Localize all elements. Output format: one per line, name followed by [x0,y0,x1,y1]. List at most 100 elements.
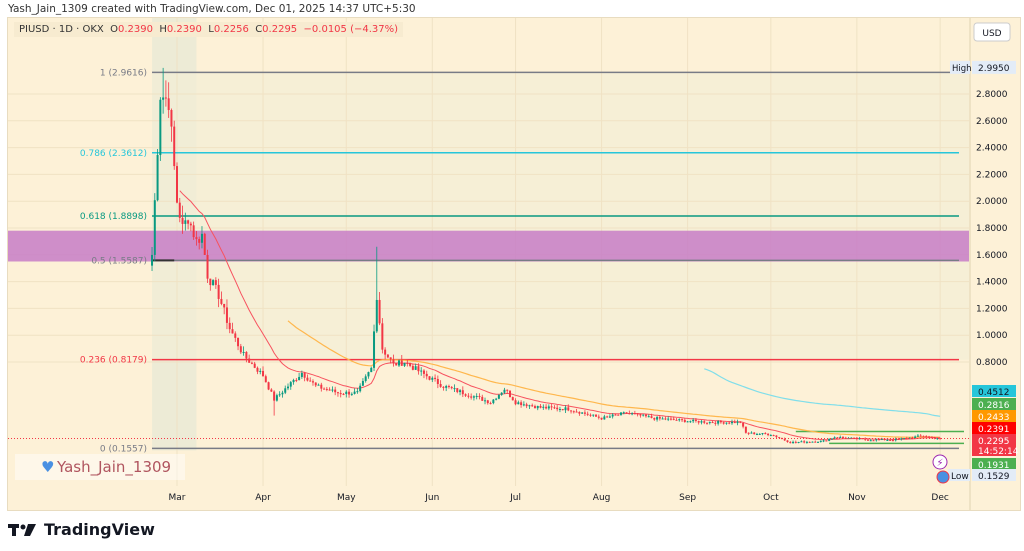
candle [445,386,448,388]
low-value: 0.2256 [213,24,249,35]
price-tick: 2.6000 [976,117,1008,127]
candle [237,337,240,347]
candle [866,439,869,441]
candle [911,437,914,439]
candle [209,278,212,286]
candle [381,323,384,350]
candle [617,414,620,416]
candle [439,383,442,387]
candle [436,379,439,384]
time-tick: Mar [169,493,186,503]
countdown-timer: 14:52:14 [978,447,1019,457]
candle [459,390,462,393]
candle [878,439,881,441]
candle [658,417,661,419]
open-label: O [110,24,118,35]
candle [728,422,731,424]
candle [711,422,714,424]
time-tick: May [337,493,356,503]
candle [306,377,309,381]
candle [517,402,520,405]
candle [256,367,259,372]
close-value: 0.2295 [262,24,298,35]
candle [509,390,511,398]
candle [442,386,445,388]
candle [706,422,709,424]
candle [683,419,686,423]
candle [564,407,567,411]
candle [250,362,253,364]
candle [797,441,800,443]
candle [833,437,836,439]
candle [409,363,412,366]
candle [819,440,822,442]
candle [198,239,201,243]
tradingview-logo-icon [8,523,36,536]
candle [808,441,811,443]
candle [489,403,492,405]
candle [481,396,484,401]
candle [461,390,464,395]
candle [195,237,198,240]
candle [864,438,867,440]
candle [880,438,883,440]
chart-pane[interactable]: 1 (2.9616) 0.786 (2.3612) 0.618 (1.8898) 0.… [7,17,1021,511]
price-tick: 0.8000 [976,358,1008,368]
price-chart[interactable]: 1 (2.9616) 0.786 (2.3612) 0.618 (1.8898) 0.… [8,18,1020,510]
candle [164,97,167,99]
candle [456,388,459,393]
candle [281,392,284,395]
candle [492,399,495,404]
candle [425,373,428,377]
candle [919,435,922,437]
currency-button[interactable] [973,22,1011,42]
candle [181,217,184,224]
candle [928,436,931,438]
candle [370,367,373,373]
low-label: L [208,24,214,35]
candle [603,416,606,420]
candle [595,414,598,417]
high-value: 0.2390 [166,24,202,35]
candle [678,419,681,421]
candle [547,406,550,409]
ema-50-line [287,320,941,438]
candle [253,363,256,368]
candle [320,384,323,389]
candle [606,416,609,418]
candle [811,441,814,443]
candle [531,405,534,407]
candle [203,233,206,255]
currency-label: USD [982,29,1001,39]
candle [323,388,326,390]
candle [891,440,894,442]
tradingview-footer[interactable]: TradingView [8,520,155,539]
candle [620,412,622,415]
candle [542,406,545,408]
price-tick: 2.2000 [976,170,1008,180]
candle [597,416,600,418]
candle [586,413,589,415]
time-tick: Jul [509,493,521,503]
candle [395,363,398,366]
candle [789,442,792,444]
candle [925,436,928,438]
price-badge-value: 0.1931 [978,461,1010,471]
candle [550,406,553,408]
candle [570,410,573,412]
candle [514,400,517,405]
candle [786,440,789,443]
candle [903,438,906,440]
candle [303,373,306,378]
candle [484,400,487,402]
candle [178,202,181,218]
candle [295,379,298,381]
candle [575,411,578,413]
price-tick: 1.4000 [976,278,1008,288]
candle [336,392,339,394]
candle [375,299,378,332]
candle [731,421,733,424]
candle [642,414,645,416]
candle [916,435,919,437]
us-flag-icon [936,470,950,484]
